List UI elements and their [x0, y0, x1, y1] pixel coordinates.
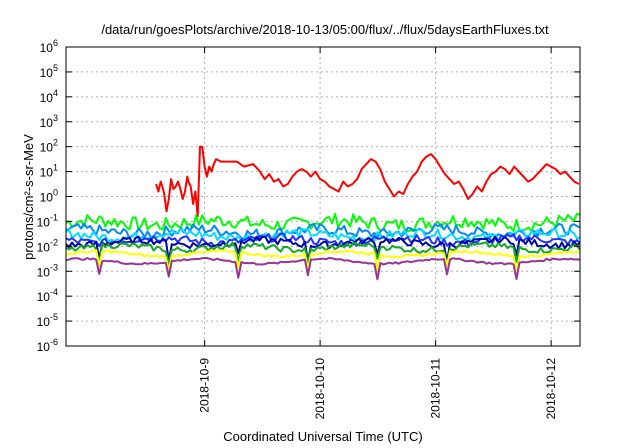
y-tick-label: 10-4	[37, 287, 58, 304]
chart-title: /data/run/goesPlots/archive/2018-10-13/0…	[101, 22, 549, 37]
series-line	[155, 145, 580, 218]
series-line	[65, 256, 581, 281]
series-lines	[65, 145, 581, 281]
y-tick-label: 106	[40, 38, 58, 55]
x-tick-label: 2018-10-12	[544, 358, 558, 420]
y-tick-label: 101	[40, 163, 58, 180]
y-tick-label: 105	[40, 63, 58, 80]
y-axis-label: protons/cm²-s-sr-MeV	[21, 134, 36, 260]
y-tick-label: 102	[40, 138, 58, 155]
series-line	[65, 227, 581, 243]
x-tick-label: 2018-10-10	[313, 358, 327, 420]
grid	[66, 47, 580, 346]
y-tick-label: 10-5	[37, 312, 58, 329]
x-axis-label: Coordinated Universal Time (UTC)	[223, 429, 422, 444]
x-tick-label: 2018-10-11	[429, 358, 443, 419]
y-tick-label: 10-2	[37, 237, 58, 254]
y-tick-label: 103	[40, 113, 58, 130]
series-line	[65, 212, 581, 233]
y-axis-ticks: 10-6 10-5 10-4 10-3 10-2 10-1 100 101 102 103 104 1…	[37, 38, 580, 354]
x-axis-ticks: 2018-10-9 2018-10-10 2018-10-11 2018-10-12	[198, 47, 558, 420]
series-line	[65, 249, 581, 273]
series-line	[65, 241, 581, 266]
y-tick-label: 10-6	[37, 337, 58, 354]
y-tick-label: 10-3	[37, 262, 58, 279]
y-tick-label: 100	[40, 188, 58, 205]
y-tick-label: 10-1	[37, 212, 58, 229]
x-tick-label: 2018-10-9	[198, 358, 212, 413]
y-tick-label: 104	[40, 88, 58, 105]
series-line	[65, 235, 581, 264]
